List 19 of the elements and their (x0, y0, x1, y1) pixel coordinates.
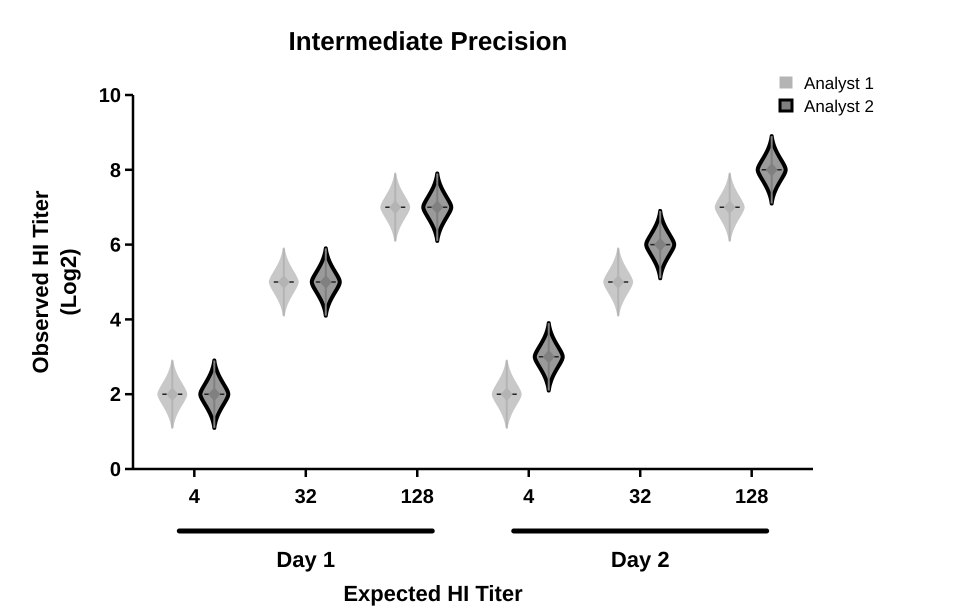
x-tick-label: 4 (188, 486, 201, 508)
y-tick-label: 10 (98, 85, 121, 107)
x-tick-label: 128 (735, 486, 768, 508)
x-tick-label: 128 (400, 486, 434, 508)
y-tick-label: 0 (110, 459, 121, 481)
legend-label: Analyst 2 (804, 97, 874, 116)
x-axis-title: Expected HI Titer (343, 581, 524, 606)
y-tick-label: 6 (110, 234, 121, 257)
y-axis-title: Observed HI Titer (Log2) (28, 190, 81, 374)
chart-title: Intermediate Precision (288, 26, 568, 56)
y-tick-label: 8 (110, 160, 121, 182)
text: Day 2 (610, 547, 670, 572)
legend-label: Analyst 1 (804, 74, 874, 93)
y-tick-label: 4 (110, 309, 122, 332)
x-tick-label: 32 (629, 486, 652, 508)
text: Day 1 (276, 547, 336, 572)
x-tick-label: 32 (294, 486, 317, 508)
x-tick-label: 4 (523, 486, 536, 508)
y-tick-label: 2 (110, 384, 121, 406)
